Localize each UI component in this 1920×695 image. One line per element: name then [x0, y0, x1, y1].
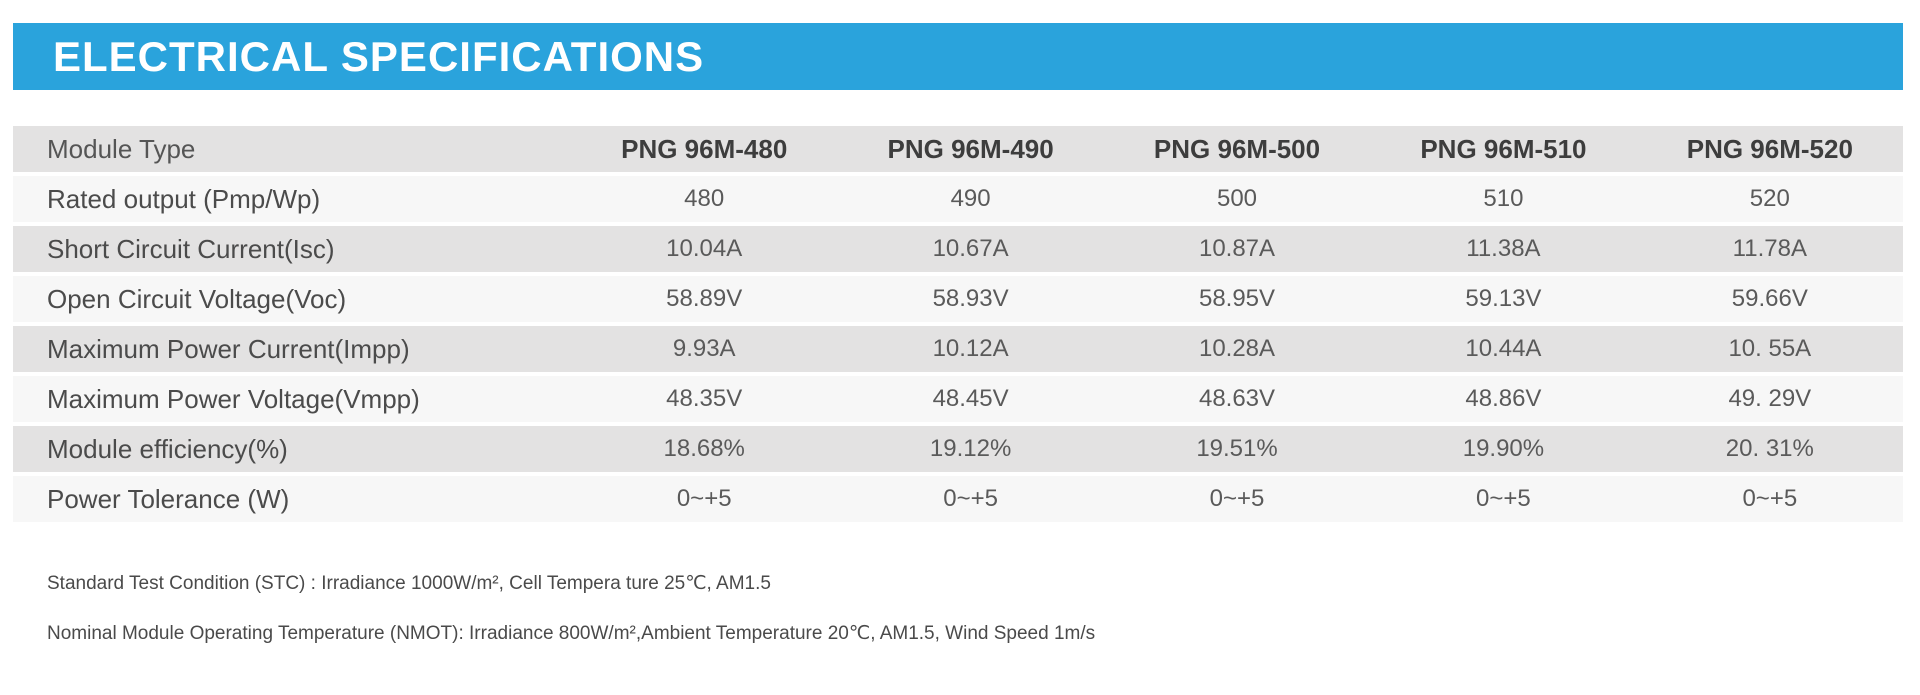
section-header-bar: ELECTRICAL SPECIFICATIONS: [13, 23, 1903, 90]
table-cell: 48.35V: [666, 385, 743, 412]
table-cell: 20. 31%: [1725, 435, 1814, 462]
table-cell: 10.67A: [932, 235, 1009, 262]
table-cell: 58.89V: [666, 285, 743, 312]
table-cell: 10.12A: [932, 335, 1009, 362]
table-row-max-power-voltage: Maximum Power Voltage(Vmpp) 48.35V 48.45…: [13, 376, 1903, 422]
row-label: Rated output (Pmp/Wp): [47, 183, 321, 214]
table-cell: 490: [950, 185, 991, 212]
column-header-model: PNG 96M-480: [621, 133, 788, 164]
row-label: Power Tolerance (W): [47, 483, 290, 514]
table-cell: 0~+5: [1742, 485, 1798, 512]
table-cell: 11.78A: [1732, 235, 1807, 262]
table-cell: 510: [1483, 185, 1524, 212]
electrical-spec-table: Module Type PNG 96M-480 PNG 96M-490 PNG …: [13, 126, 1903, 522]
table-row-short-circuit-current: Short Circuit Current(Isc) 10.04A 10.67A…: [13, 226, 1903, 272]
row-label: Open Circuit Voltage(Voc): [47, 283, 347, 314]
row-label: Short Circuit Current(Isc): [47, 233, 335, 264]
row-label: Maximum Power Current(Impp): [47, 333, 410, 364]
table-cell: 58.95V: [1198, 285, 1276, 312]
table-cell: 0~+5: [676, 485, 732, 512]
table-cell: 59.66V: [1731, 285, 1808, 312]
table-cell: 0~+5: [1476, 485, 1531, 512]
table-cell: 0~+5: [1209, 485, 1265, 512]
table-cell: 480: [684, 185, 725, 212]
table-header-row: Module Type PNG 96M-480 PNG 96M-490 PNG …: [13, 126, 1903, 172]
table-cell: 59.13V: [1465, 285, 1542, 312]
row-label: Module efficiency(%): [47, 433, 288, 464]
table-cell: 19.90%: [1462, 435, 1545, 462]
column-header-module-type: Module Type: [47, 133, 196, 164]
table-cell: 48.63V: [1198, 385, 1276, 412]
column-header-model: PNG 96M-490: [887, 133, 1054, 164]
table-cell: 500: [1216, 185, 1258, 212]
table-cell: 10. 55A: [1728, 335, 1812, 362]
table-cell: 11.38A: [1466, 235, 1541, 262]
table-cell: 58.93V: [932, 285, 1009, 312]
table-row-power-tolerance: Power Tolerance (W) 0~+5 0~+5 0~+5 0~+5 …: [13, 476, 1903, 522]
table-cell: 10.44A: [1465, 335, 1542, 362]
table-row-open-circuit-voltage: Open Circuit Voltage(Voc) 58.89V 58.93V …: [13, 276, 1903, 322]
table-row-module-efficiency: Module efficiency(%) 18.68% 19.12% 19.51…: [13, 426, 1903, 472]
page-title: ELECTRICAL SPECIFICATIONS: [53, 32, 705, 80]
table-cell: 48.86V: [1465, 385, 1542, 412]
table-cell: 0~+5: [943, 485, 998, 512]
table-cell: 48.45V: [932, 385, 1009, 412]
row-label: Maximum Power Voltage(Vmpp): [47, 383, 420, 414]
table-cell: 10.28A: [1198, 335, 1276, 362]
table-cell: 49. 29V: [1728, 385, 1812, 412]
table-cell: 19.12%: [929, 435, 1012, 462]
table-cell: 520: [1749, 185, 1790, 212]
table-row-rated-output: Rated output (Pmp/Wp) 480 490 500 510 52…: [13, 176, 1903, 222]
table-cell: 10.04A: [666, 235, 743, 262]
footnotes: Standard Test Condition (STC) : Irradian…: [13, 572, 1903, 645]
column-header-model: PNG 96M-520: [1686, 133, 1853, 164]
column-header-model: PNG 96M-500: [1153, 133, 1321, 164]
table-cell: 9.93A: [672, 335, 736, 362]
table-cell: 10.87A: [1198, 235, 1276, 262]
page-content: ELECTRICAL SPECIFICATIONS Module Type PN…: [13, 23, 1903, 645]
column-header-model: PNG 96M-510: [1420, 133, 1587, 164]
footnote-stc: Standard Test Condition (STC) : Irradian…: [47, 573, 771, 594]
table-row-max-power-current: Maximum Power Current(Impp) 9.93A 10.12A…: [13, 326, 1903, 372]
table-cell: 18.68%: [663, 435, 745, 462]
footnote-nmot: Nominal Module Operating Temperature (NM…: [47, 623, 1096, 644]
table-cell: 19.51%: [1196, 435, 1278, 462]
